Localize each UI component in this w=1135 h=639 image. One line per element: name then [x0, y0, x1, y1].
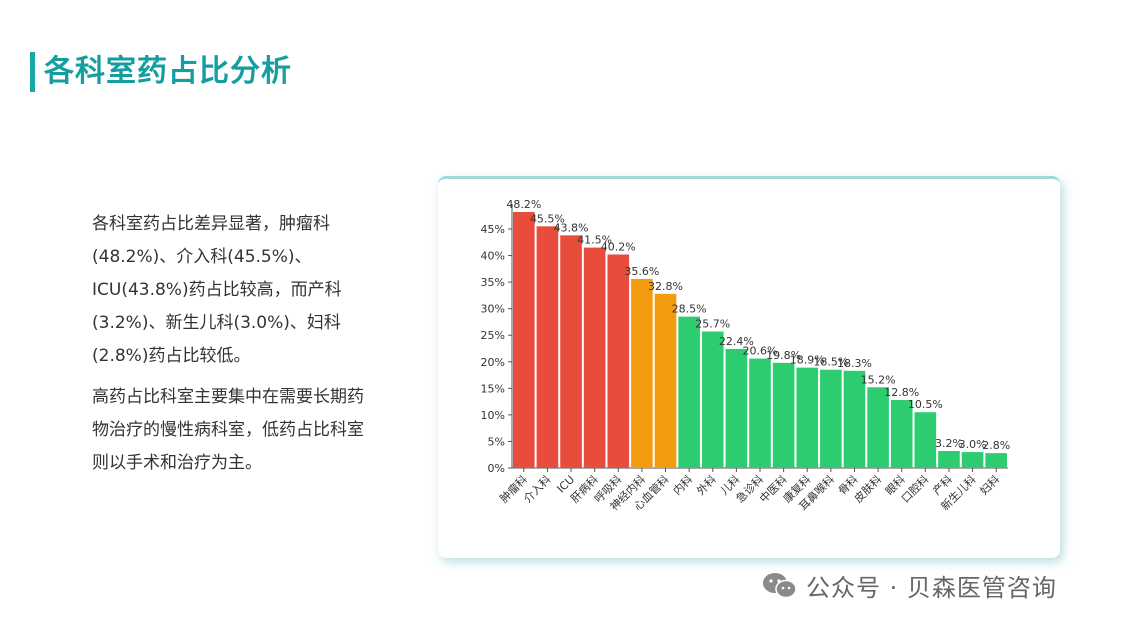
bar-value-label: 15.2%: [861, 373, 896, 386]
y-tick-label: 5%: [488, 435, 505, 448]
chart-card: 0% 5% 10% 15% 20% 25% 30% 35% 40% 45% 48.2% 肿瘤科 45.5…: [438, 176, 1060, 558]
y-tick-label: 10%: [481, 409, 505, 422]
bar-value-label: 40.2%: [601, 240, 636, 253]
bar-2: [536, 226, 559, 468]
bar-value-label: 20.6%: [743, 345, 778, 358]
bar-value-label: 19.8%: [766, 349, 801, 362]
summary-paragraph-1: 各科室药占比差异显著，肿瘤科(48.2%)、介入科(45.5%)、ICU(43.…: [92, 214, 342, 366]
bar-8: [678, 316, 700, 468]
y-tick-label: 40%: [481, 250, 505, 263]
bar-value-label: 25.7%: [695, 318, 730, 331]
bar-value-label: 18.3%: [837, 357, 872, 370]
bar-value-label: 3.0%: [959, 438, 987, 451]
y-tick-label: 30%: [481, 303, 505, 316]
bar-value-label: 41.5%: [577, 234, 612, 247]
bar-17: [890, 400, 913, 468]
summary-text: 各科室药占比差异显著，肿瘤科(48.2%)、介入科(45.5%)、ICU(43.…: [92, 208, 377, 488]
bar-6: [631, 278, 653, 468]
bar-21: [985, 453, 1007, 468]
y-tick-label: 45%: [481, 223, 505, 236]
wechat-icon: [762, 571, 798, 601]
bar-value-label: 12.8%: [884, 386, 919, 399]
x-tick-label: 外科: [693, 472, 718, 497]
bar-14: [820, 369, 842, 468]
y-tick-label: 0%: [488, 462, 505, 475]
summary-paragraph-2: 高药占比科室主要集中在需要长期药物治疗的慢性病科室，低药占比科室则以手术和治疗为…: [92, 387, 364, 473]
y-tick-label: 25%: [481, 329, 505, 342]
y-tick-label: 20%: [481, 356, 505, 369]
bar-1: [513, 212, 535, 468]
bar-value-label: 22.4%: [719, 335, 754, 348]
page-title: 各科室药占比分析: [44, 54, 292, 89]
bar-18: [914, 412, 937, 468]
bar-20: [961, 452, 984, 468]
x-tick-label: 妇科: [977, 472, 1002, 497]
watermark: 公众号 · 贝森医管咨询: [762, 568, 1057, 603]
bar-12: [772, 362, 795, 468]
x-tick-label: 口腔科: [898, 472, 931, 505]
bar-value-label: 45.5%: [530, 212, 565, 225]
bar-10: [725, 349, 748, 468]
bar-15: [843, 370, 866, 468]
bar-5: [607, 254, 630, 468]
bar-7: [654, 293, 677, 468]
bar-value-label: 43.8%: [554, 221, 589, 234]
bar-value-label: 2.8%: [982, 439, 1010, 452]
bar-4: [583, 247, 606, 468]
x-tick-label: 介入科: [520, 472, 553, 505]
bar-value-label: 10.5%: [908, 398, 943, 411]
bar-19: [938, 451, 960, 468]
bar-chart: 0%5%10%15%20%25%30%35%40%45%48.2%肿瘤科45.5…: [481, 198, 1011, 513]
bar-value-label: 18.5%: [813, 356, 848, 369]
bar-value-label: 48.2%: [506, 198, 541, 211]
bar-3: [560, 235, 582, 468]
bar-value-label: 28.5%: [672, 303, 707, 316]
bar-value-label: 32.8%: [648, 280, 683, 293]
title-accent-bar: [30, 52, 35, 92]
bar-value-label: 18.9%: [790, 354, 825, 367]
watermark-text: 公众号 · 贝森医管咨询: [806, 574, 1057, 602]
bar-value-label: 3.2%: [935, 437, 963, 450]
bar-value-label: 35.6%: [624, 265, 659, 278]
bar-11: [749, 358, 771, 468]
y-tick-label: 35%: [481, 276, 505, 289]
bar-9: [701, 331, 724, 468]
x-tick-label: 皮肤科: [851, 472, 884, 505]
bar-13: [796, 367, 819, 468]
y-tick-label: 15%: [481, 382, 505, 395]
x-tick-label: 内科: [670, 472, 695, 497]
bar-16: [867, 387, 889, 468]
